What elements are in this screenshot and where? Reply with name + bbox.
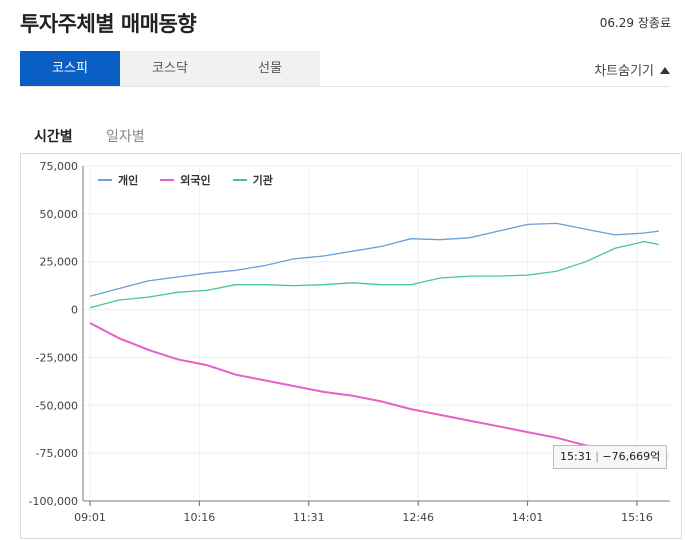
legend-label: 기관 — [252, 174, 273, 187]
market-status: 06.29 장종료 — [599, 16, 671, 30]
tab-kospi[interactable]: 코스피 — [20, 51, 120, 86]
x-tick-label: 11:31 — [293, 511, 325, 524]
legend-foreign: 외국인 — [160, 172, 211, 188]
y-tick-label: 75,000 — [40, 160, 79, 173]
tab-futures[interactable]: 선물 — [220, 51, 320, 86]
tooltip-time: 15:31 — [560, 450, 592, 463]
institution-series-line — [89, 240, 660, 309]
chart-tooltip: 15:31 | −76,669억 — [553, 445, 668, 469]
y-tick-label: -100,000 — [29, 495, 78, 508]
legend-swatch — [160, 179, 175, 181]
y-tick-label: 50,000 — [40, 208, 79, 221]
y-tick-label: 0 — [71, 304, 78, 317]
caret-up-icon — [660, 67, 670, 74]
individual-series-line — [89, 222, 659, 297]
tooltip-separator: | — [595, 450, 599, 463]
market-tabs: 코스피 코스닥 선물 — [20, 51, 320, 86]
y-tick-label: -75,000 — [36, 447, 78, 460]
chart-container — [20, 153, 682, 539]
tabs-divider — [20, 86, 670, 87]
subtab-by-time[interactable]: 시간별 — [34, 129, 73, 145]
y-tick-label: -50,000 — [36, 399, 78, 412]
x-tick-label: 14:01 — [512, 511, 544, 524]
tooltip-value: −76,669억 — [602, 450, 661, 463]
legend-swatch — [232, 179, 247, 181]
chart-legend: 개인 외국인 기관 — [98, 172, 273, 188]
x-tick-label: 15:16 — [621, 511, 653, 524]
legend-swatch — [98, 179, 112, 181]
x-tick-label: 12:46 — [402, 511, 434, 524]
legend-individual: 개인 — [98, 172, 138, 188]
legend-institution: 기관 — [232, 172, 273, 188]
subtab-by-date[interactable]: 일자별 — [106, 129, 145, 145]
tab-kosdaq[interactable]: 코스닥 — [120, 51, 220, 86]
x-tick-label: 09:01 — [74, 511, 106, 524]
y-tick-label: -25,000 — [36, 351, 78, 364]
chart-hide-toggle[interactable]: 차트숨기기 — [594, 60, 670, 79]
x-tick-label: 10:16 — [184, 511, 216, 524]
legend-label: 외국인 — [180, 174, 211, 187]
legend-label: 개인 — [118, 174, 139, 187]
foreign-series-line — [89, 322, 659, 458]
y-tick-label: 25,000 — [40, 256, 79, 269]
chart-hide-label: 차트숨기기 — [594, 64, 654, 79]
page-title: 투자주체별 매매동향 — [20, 12, 197, 36]
